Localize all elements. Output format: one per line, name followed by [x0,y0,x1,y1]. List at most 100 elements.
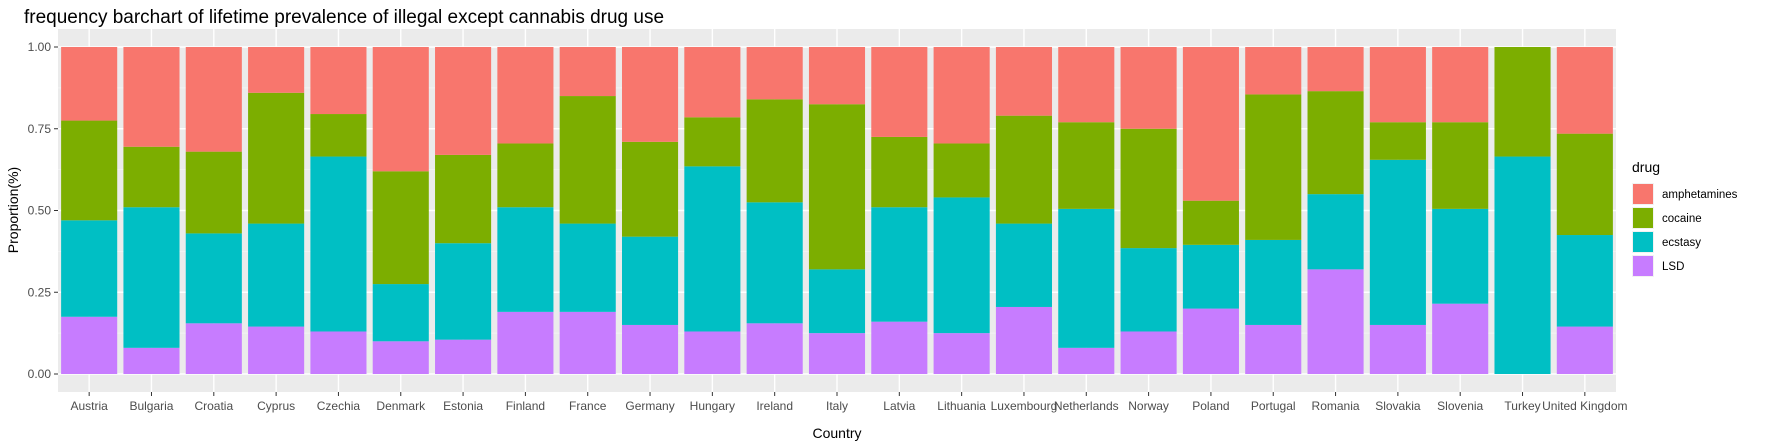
bar-lsd-croatia [185,323,242,374]
x-tick-label: Latvia [883,399,915,413]
bar-amphetamines-denmark [372,47,429,172]
bar-cocaine-cyprus [248,92,305,224]
bar-amphetamines-croatia [185,47,242,152]
bar-ecstasy-lithuania [933,197,990,334]
bar-cocaine-hungary [684,117,741,167]
bar-cocaine-estonia [435,154,492,244]
bar-lsd-poland [1182,308,1239,374]
bar-ecstasy-romania [1307,194,1364,270]
bar-lsd-slovenia [1432,303,1489,374]
bar-lsd-germany [621,324,679,374]
bar-amphetamines-estonia [435,47,492,155]
bar-lsd-hungary [684,331,741,374]
x-tick-label: Bulgaria [129,399,173,413]
x-axis-title: Country [812,425,861,441]
bar-cocaine-poland [1182,200,1239,245]
bar-cocaine-bulgaria [123,146,180,208]
x-tick-label: Cyprus [257,399,295,413]
x-tick-label: Turkey [1504,399,1540,413]
x-tick-label: Czechia [317,399,361,413]
legend-label-amphetamines: amphetamines [1662,189,1738,201]
bar-amphetamines-italy [808,47,866,105]
bars [61,47,1613,374]
bar-lsd-latvia [871,321,928,374]
bar-ecstasy-denmark [372,284,429,342]
bar-cocaine-slovenia [1432,122,1489,209]
bar-amphetamines-slovakia [1369,47,1426,123]
bar-ecstasy-poland [1182,244,1239,309]
bar-cocaine-finland [497,143,554,208]
bar-amphetamines-portugal [1245,47,1302,95]
x-tick-label: Poland [1192,399,1229,413]
bar-amphetamines-latvia [871,47,928,137]
bar-cocaine-norway [1120,128,1177,249]
bar-lsd-lithuania [933,333,990,374]
bar-ecstasy-austria [61,220,118,317]
bar-ecstasy-portugal [1245,239,1302,325]
legend-swatch-ecstasy [1633,232,1653,252]
x-tick-label: Croatia [194,399,233,413]
chart-title: frequency barchart of lifetime prevalenc… [24,7,664,28]
bar-ecstasy-slovakia [1369,159,1426,325]
bar-ecstasy-italy [808,269,866,334]
x-tick-label: Romania [1312,399,1360,413]
bar-lsd-austria [61,316,118,374]
bar-cocaine-lithuania [933,143,990,198]
y-axis: 0.00 0.25 0.50 0.75 1.00 [28,40,58,381]
bar-lsd-portugal [1245,324,1302,374]
bar-amphetamines-lithuania [933,47,990,144]
bar-lsd-cyprus [248,326,305,374]
bar-ecstasy-germany [621,236,679,325]
bar-amphetamines-poland [1182,47,1239,201]
legend-label-lsd: LSD [1662,261,1684,273]
bar-ecstasy-norway [1120,248,1177,332]
bar-amphetamines-cyprus [248,47,305,93]
x-tick-label: Austria [70,399,108,413]
bar-ecstasy-cyprus [248,223,305,327]
y-tick-label: 0.50 [28,204,52,218]
x-tick-label: Lithuania [937,399,986,413]
legend-swatch-lsd [1633,256,1653,276]
bar-lsd-romania [1307,269,1364,374]
bar-lsd-ireland [746,323,803,374]
bar-lsd-czechia [310,331,367,374]
bar-amphetamines-united-kingdom [1556,47,1613,134]
bar-cocaine-italy [808,104,866,270]
bar-lsd-united-kingdom [1556,326,1613,374]
bar-amphetamines-romania [1307,47,1364,92]
bar-cocaine-slovakia [1369,122,1426,160]
legend-swatch-amphetamines [1633,184,1653,204]
bar-amphetamines-ireland [746,47,803,100]
bar-ecstasy-estonia [435,243,492,340]
bar-lsd-finland [497,311,554,374]
bar-cocaine-france [559,96,616,224]
x-axis: Austria Bulgaria Croatia Cyprus Czechia Denma… [70,392,1628,413]
bar-cocaine-portugal [1245,94,1302,240]
bar-amphetamines-finland [497,47,554,144]
x-tick-label: Slovakia [1375,399,1421,413]
bar-ecstasy-czechia [310,156,367,332]
x-tick-label: Denmark [376,399,426,413]
y-tick-label: 0.25 [28,285,52,299]
bar-lsd-bulgaria [123,347,180,374]
legend-swatch-cocaine [1633,208,1653,228]
x-tick-label: Netherlands [1054,399,1119,413]
bar-cocaine-united-kingdom [1556,133,1613,236]
bar-ecstasy-latvia [871,207,928,322]
bar-ecstasy-ireland [746,202,803,324]
x-tick-label: United Kingdom [1542,399,1627,413]
x-tick-label: Italy [826,399,848,413]
y-tick-label: 0.00 [28,367,52,381]
legend-label-cocaine: cocaine [1662,213,1702,225]
legend: drug amphetamines cocaine ecstasy LSD [1632,159,1738,277]
x-tick-label: Finland [506,399,545,413]
bar-ecstasy-bulgaria [123,207,180,348]
bar-lsd-denmark [372,341,429,374]
x-tick-label: Slovenia [1437,399,1483,413]
bar-ecstasy-hungary [684,166,741,332]
y-axis-title: Proportion(%) [5,167,21,253]
bar-ecstasy-croatia [185,233,242,324]
x-tick-label: Estonia [443,399,483,413]
bar-cocaine-germany [621,141,679,237]
bar-cocaine-turkey [1494,47,1551,157]
